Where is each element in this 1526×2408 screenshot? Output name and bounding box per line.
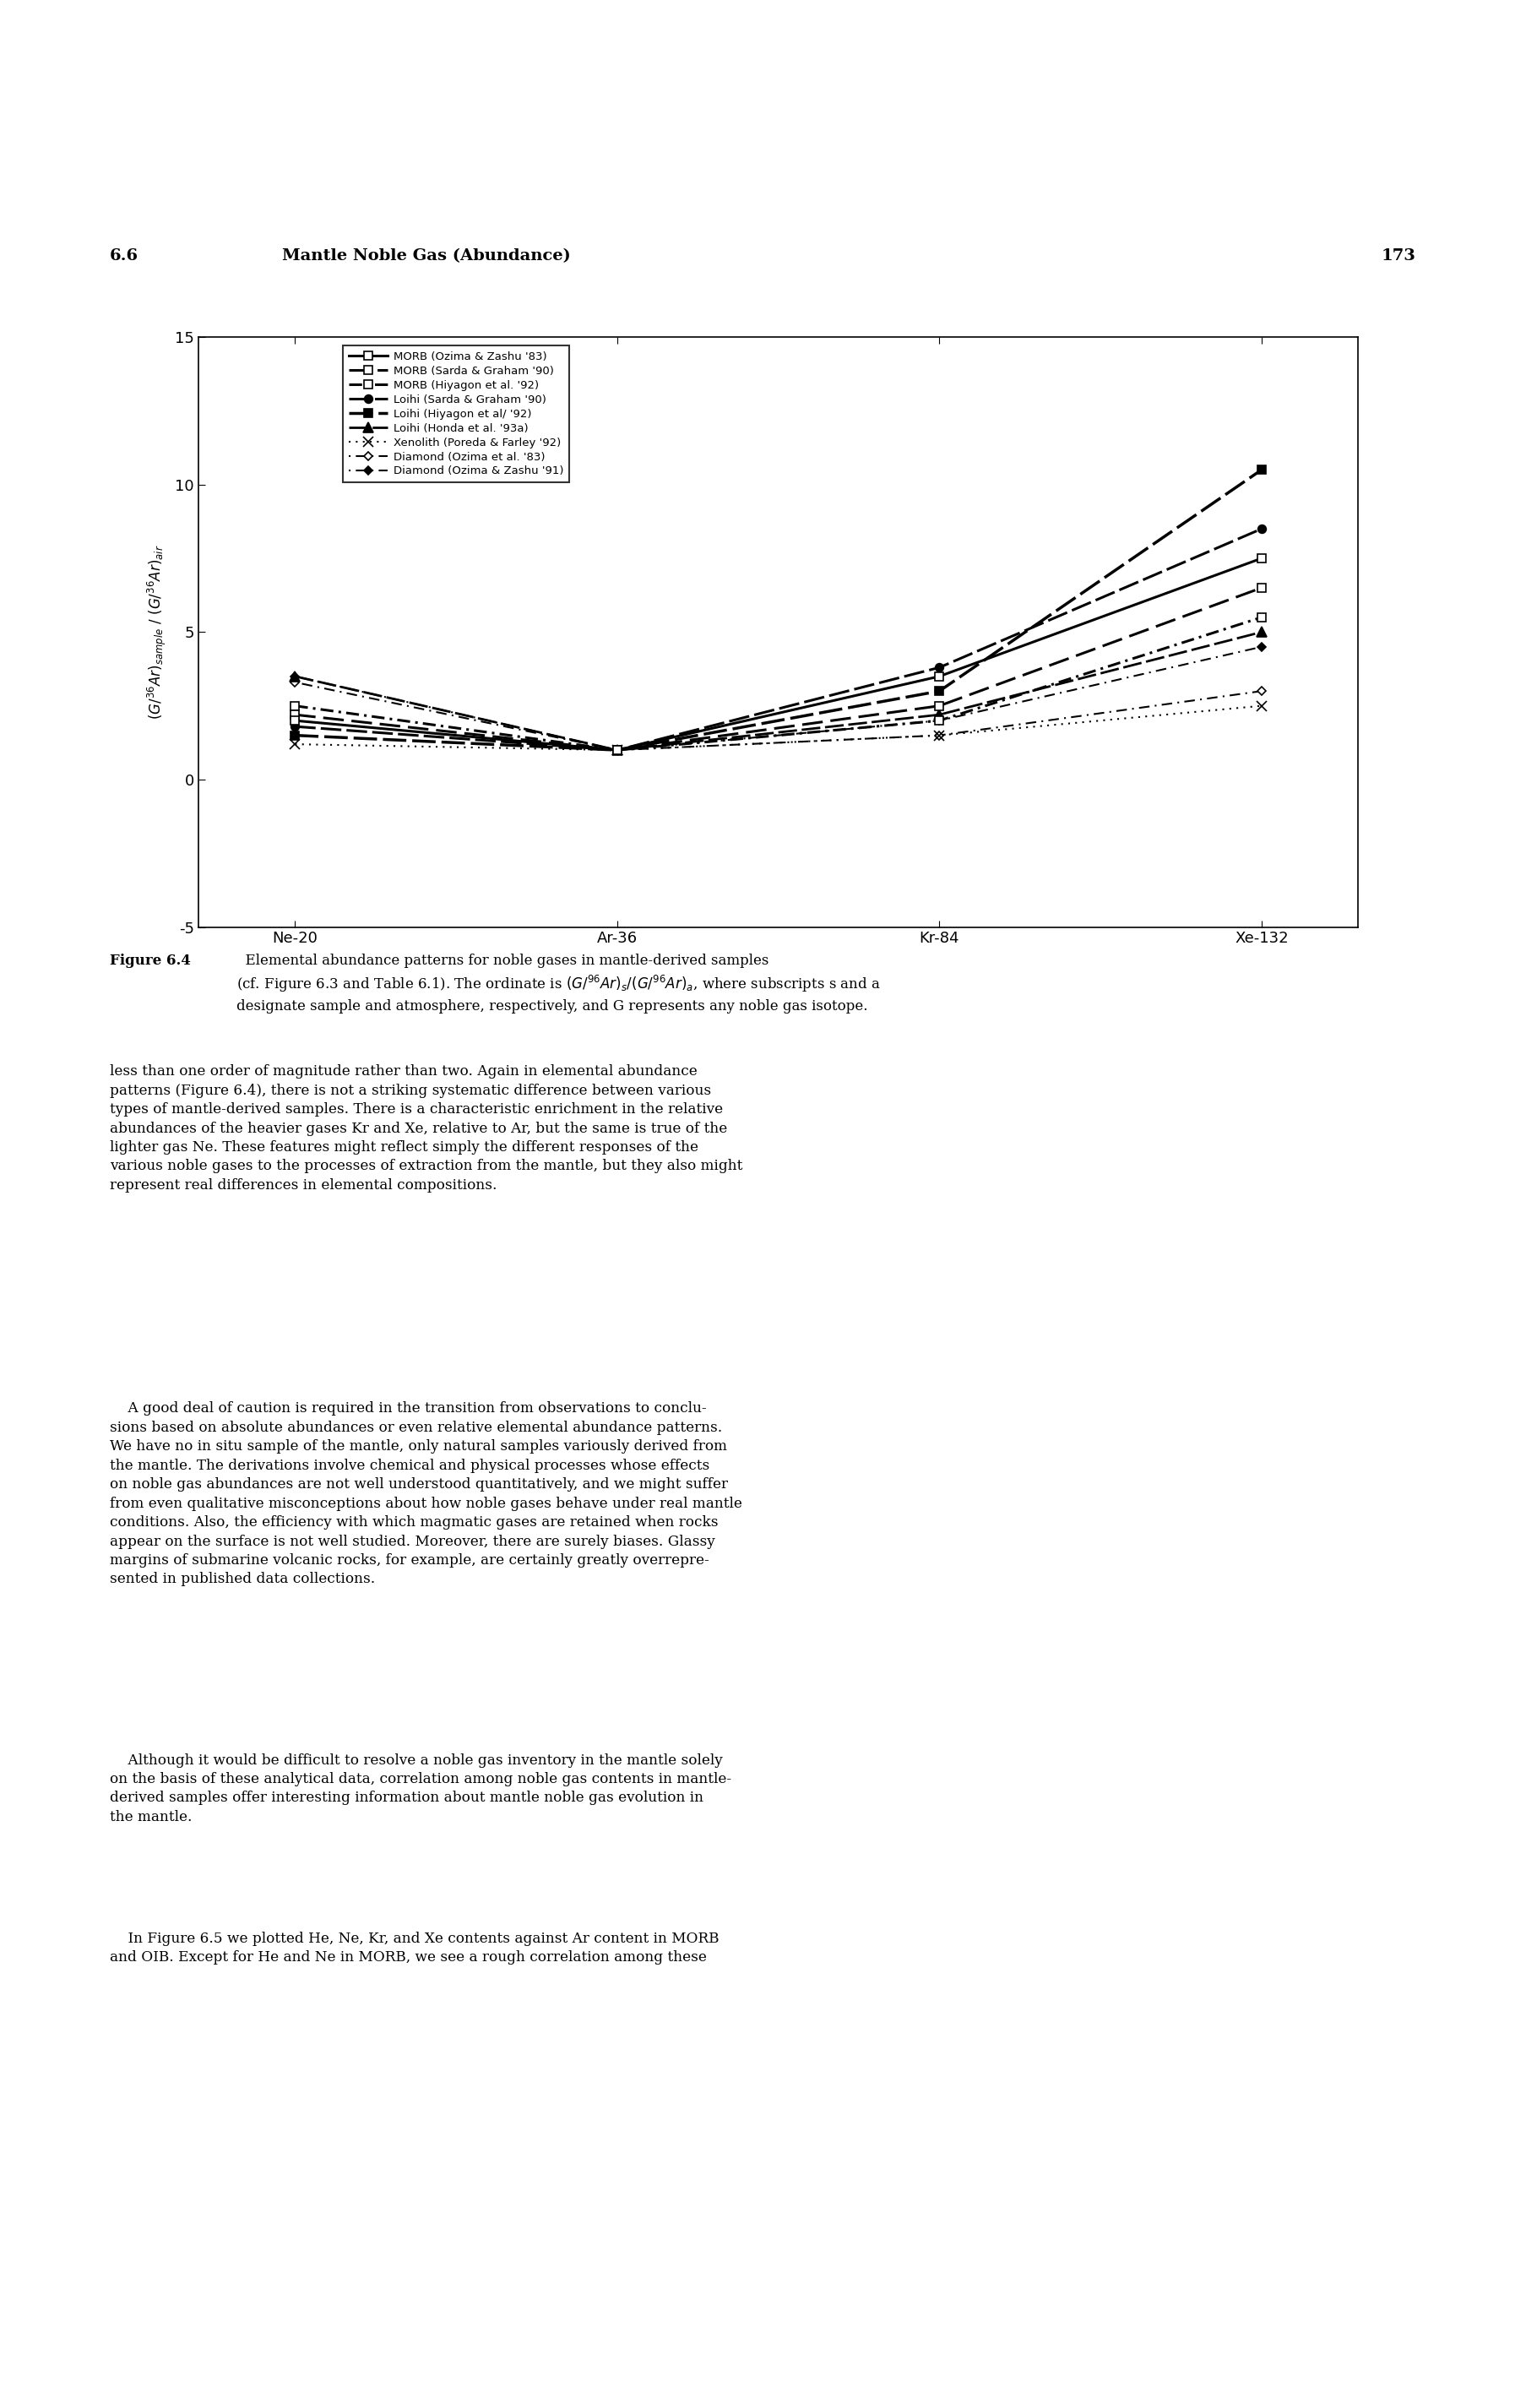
Text: Although it would be difficult to resolve a noble gas inventory in the mantle so: Although it would be difficult to resolv… <box>110 1753 731 1825</box>
Text: Elemental abundance patterns for noble gases in mantle-derived samples
(cf. Figu: Elemental abundance patterns for noble g… <box>237 954 881 1014</box>
Text: 6.6: 6.6 <box>110 248 139 262</box>
Y-axis label: $(G/^{36}Ar)_{sample}\ /\ (G/^{36}Ar)_{air}$: $(G/^{36}Ar)_{sample}\ /\ (G/^{36}Ar)_{a… <box>145 544 168 720</box>
Text: Figure 6.4: Figure 6.4 <box>110 954 191 968</box>
Text: Mantle Noble Gas (Abundance): Mantle Noble Gas (Abundance) <box>282 248 571 262</box>
Legend: MORB (Ozima & Zashu '83), MORB (Sarda & Graham '90), MORB (Hiyagon et al. '92), : MORB (Ozima & Zashu '83), MORB (Sarda & … <box>343 347 569 482</box>
Text: A good deal of caution is required in the transition from observations to conclu: A good deal of caution is required in th… <box>110 1401 742 1587</box>
Text: 173: 173 <box>1381 248 1416 262</box>
Text: less than one order of magnitude rather than two. Again in elemental abundance
p: less than one order of magnitude rather … <box>110 1064 743 1192</box>
Text: In Figure 6.5 we plotted He, Ne, Kr, and Xe contents against Ar content in MORB
: In Figure 6.5 we plotted He, Ne, Kr, and… <box>110 1931 719 1965</box>
